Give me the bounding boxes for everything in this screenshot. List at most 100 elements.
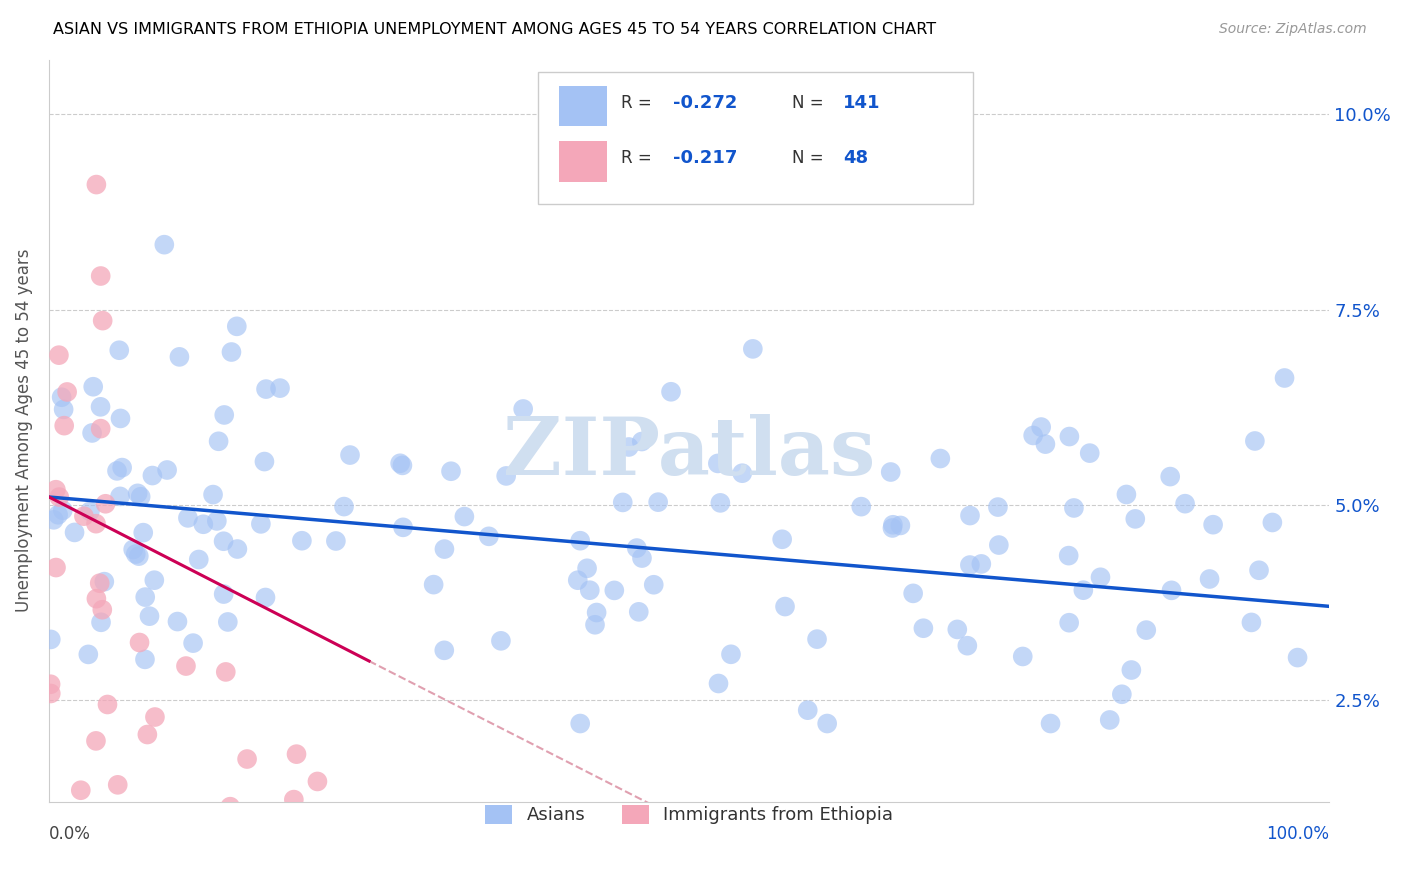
- Point: [707, 676, 730, 690]
- Point: [956, 639, 979, 653]
- FancyBboxPatch shape: [538, 72, 973, 204]
- Point: [39, 686, 62, 700]
- Point: [56, 384, 79, 399]
- Point: [52, 402, 75, 417]
- Point: [617, 440, 640, 454]
- Point: [882, 521, 904, 535]
- Point: [202, 487, 225, 501]
- Point: [325, 533, 347, 548]
- Point: [901, 586, 924, 600]
- Point: [578, 583, 600, 598]
- Point: [236, 752, 259, 766]
- Point: [1063, 500, 1085, 515]
- Point: [278, 810, 301, 824]
- Point: [285, 747, 308, 761]
- Point: [132, 525, 155, 540]
- Point: [111, 460, 134, 475]
- Point: [90, 615, 112, 630]
- Point: [217, 615, 239, 629]
- Point: [612, 495, 634, 509]
- Point: [478, 529, 501, 543]
- Point: [370, 810, 392, 824]
- Point: [89, 576, 111, 591]
- Point: [731, 466, 754, 480]
- Point: [79, 504, 101, 518]
- Point: [108, 489, 131, 503]
- Point: [174, 659, 197, 673]
- Point: [489, 633, 512, 648]
- Point: [495, 469, 517, 483]
- Point: [720, 648, 742, 662]
- Point: [735, 810, 758, 824]
- Point: [45, 560, 67, 574]
- Point: [569, 716, 592, 731]
- Y-axis label: Unemployment Among Ages 45 to 54 years: Unemployment Among Ages 45 to 54 years: [15, 249, 32, 613]
- Point: [392, 520, 415, 534]
- Point: [110, 411, 132, 425]
- Point: [643, 578, 665, 592]
- Point: [1244, 434, 1267, 448]
- Point: [631, 551, 654, 566]
- Point: [156, 463, 179, 477]
- Point: [191, 810, 214, 824]
- Point: [1090, 570, 1112, 584]
- Point: [39, 677, 62, 691]
- Point: [391, 810, 413, 824]
- Point: [143, 710, 166, 724]
- Point: [395, 810, 418, 824]
- Point: [603, 583, 626, 598]
- Point: [806, 632, 828, 647]
- Point: [1115, 487, 1137, 501]
- Point: [177, 511, 200, 525]
- Point: [630, 810, 652, 824]
- Point: [389, 456, 412, 470]
- Point: [408, 810, 430, 824]
- Text: ZIPatlas: ZIPatlas: [503, 414, 876, 491]
- Point: [929, 451, 952, 466]
- Point: [1240, 615, 1263, 630]
- Point: [1159, 469, 1181, 483]
- Point: [80, 425, 103, 440]
- Point: [205, 514, 228, 528]
- Point: [796, 703, 818, 717]
- Text: N =: N =: [792, 149, 828, 168]
- Text: -0.272: -0.272: [672, 94, 737, 112]
- Point: [391, 458, 413, 473]
- Point: [880, 465, 903, 479]
- Point: [153, 237, 176, 252]
- Point: [122, 542, 145, 557]
- Point: [1160, 583, 1182, 598]
- Point: [339, 448, 361, 462]
- Point: [512, 401, 534, 416]
- Point: [291, 533, 314, 548]
- Point: [245, 810, 267, 824]
- Point: [987, 500, 1010, 514]
- Point: [1059, 429, 1081, 443]
- Point: [283, 792, 305, 806]
- Text: Source: ZipAtlas.com: Source: ZipAtlas.com: [1219, 22, 1367, 37]
- Point: [193, 517, 215, 532]
- Point: [987, 538, 1010, 552]
- Point: [42, 513, 65, 527]
- Text: 141: 141: [842, 94, 880, 112]
- Point: [970, 557, 993, 571]
- Point: [440, 464, 463, 478]
- Point: [226, 541, 249, 556]
- Point: [108, 343, 131, 358]
- Legend: Asians, Immigrants from Ethiopia: Asians, Immigrants from Ethiopia: [477, 796, 903, 833]
- Point: [86, 178, 108, 192]
- Point: [333, 500, 356, 514]
- Point: [105, 464, 128, 478]
- Point: [207, 434, 229, 449]
- Point: [212, 408, 235, 422]
- Point: [225, 319, 247, 334]
- Point: [127, 486, 149, 500]
- Point: [1174, 497, 1197, 511]
- Point: [770, 533, 793, 547]
- Point: [1111, 687, 1133, 701]
- Point: [53, 418, 76, 433]
- Point: [129, 490, 152, 504]
- Point: [1057, 615, 1080, 630]
- Point: [91, 313, 114, 327]
- Point: [86, 591, 108, 606]
